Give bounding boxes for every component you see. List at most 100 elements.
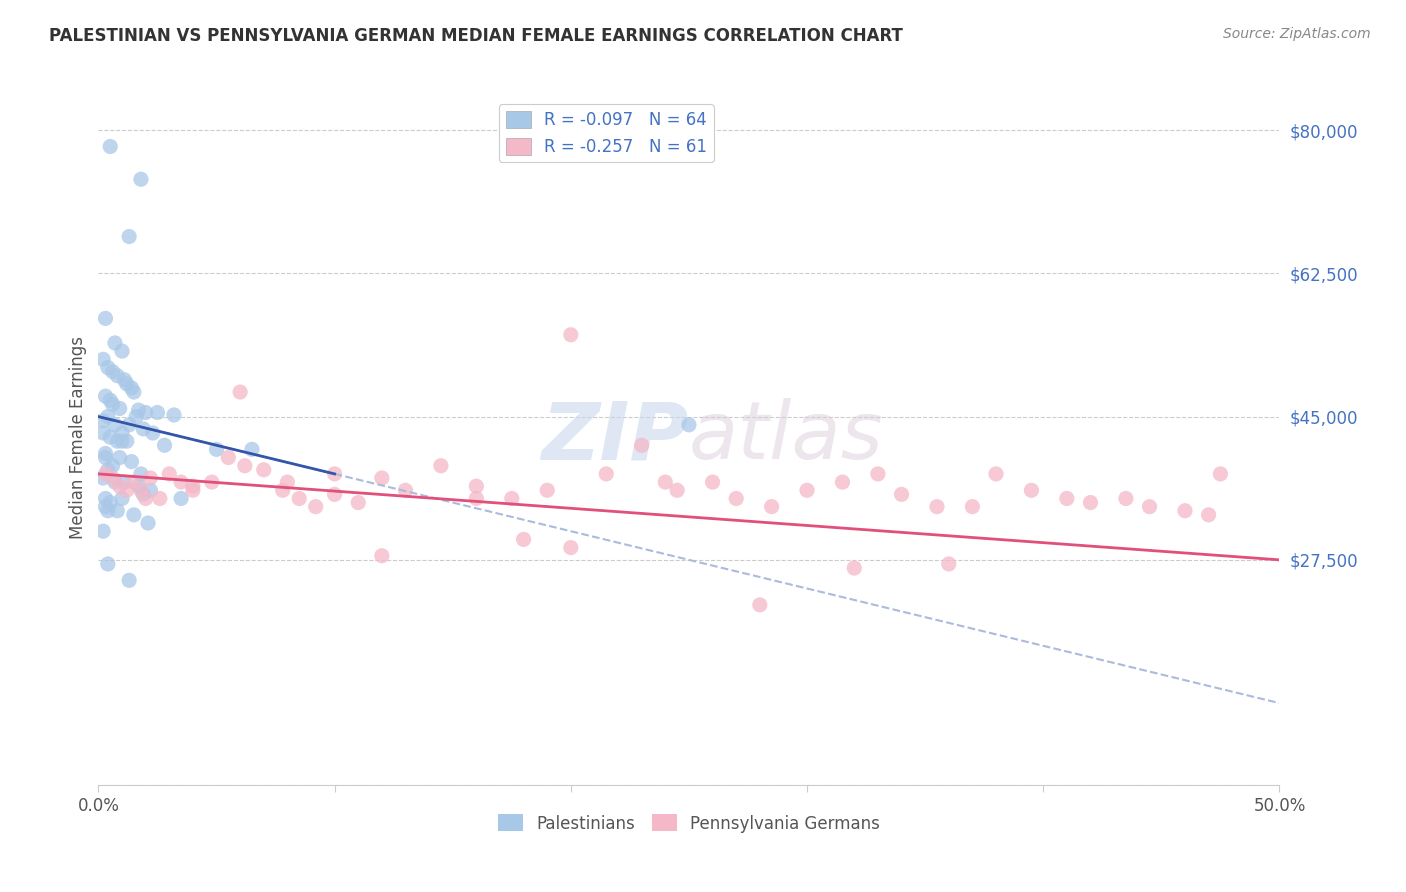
Point: [465, 479, 488, 493]
Point: [146, 405, 169, 419]
Point: [371, 471, 394, 485]
Point: [205, 442, 228, 457]
Point: [129, 483, 152, 498]
Point: [97, 360, 120, 375]
Point: [512, 533, 534, 547]
Point: [890, 487, 912, 501]
Point: [654, 475, 676, 489]
Point: [105, 368, 128, 383]
Point: [94, 311, 117, 326]
Point: [98, 495, 121, 509]
Point: [101, 458, 124, 473]
Point: [104, 335, 127, 350]
Point: [101, 471, 124, 485]
Point: [181, 483, 204, 498]
Point: [104, 417, 127, 432]
Point: [394, 483, 416, 498]
Point: [108, 479, 131, 493]
Point: [118, 229, 141, 244]
Text: ZIP: ZIP: [541, 398, 689, 476]
Point: [111, 344, 134, 359]
Point: [796, 483, 818, 498]
Point: [128, 403, 150, 417]
Point: [128, 479, 150, 493]
Point: [129, 467, 152, 481]
Point: [170, 491, 193, 506]
Point: [1080, 495, 1102, 509]
Point: [111, 491, 134, 506]
Point: [112, 475, 135, 489]
Point: [105, 504, 128, 518]
Point: [94, 491, 117, 506]
Point: [253, 463, 276, 477]
Point: [91, 471, 114, 485]
Point: [136, 516, 159, 530]
Point: [139, 483, 162, 498]
Point: [962, 500, 984, 514]
Point: [118, 417, 141, 432]
Point: [91, 352, 114, 367]
Point: [501, 491, 523, 506]
Point: [115, 483, 138, 498]
Point: [121, 455, 143, 469]
Point: [132, 487, 155, 501]
Point: [233, 458, 256, 473]
Point: [135, 405, 157, 419]
Point: [831, 475, 853, 489]
Point: [984, 467, 1007, 481]
Point: [101, 397, 124, 411]
Point: [135, 491, 157, 506]
Point: [142, 425, 165, 440]
Point: [560, 541, 582, 555]
Point: [122, 475, 145, 489]
Point: [104, 475, 127, 489]
Point: [163, 408, 186, 422]
Point: [98, 393, 121, 408]
Point: [276, 475, 298, 489]
Point: [1056, 491, 1078, 506]
Point: [118, 574, 141, 588]
Text: Source: ZipAtlas.com: Source: ZipAtlas.com: [1223, 27, 1371, 41]
Point: [271, 483, 294, 498]
Point: [347, 495, 370, 509]
Point: [536, 483, 558, 498]
Point: [323, 467, 346, 481]
Point: [925, 500, 948, 514]
Point: [866, 467, 889, 481]
Point: [217, 450, 239, 465]
Point: [111, 425, 134, 440]
Point: [101, 365, 124, 379]
Point: [97, 557, 120, 571]
Point: [94, 446, 117, 460]
Point: [149, 491, 172, 506]
Point: [125, 409, 148, 424]
Point: [702, 475, 724, 489]
Point: [323, 487, 346, 501]
Point: [139, 471, 162, 485]
Legend: Palestinians, Pennsylvania Germans: Palestinians, Pennsylvania Germans: [491, 808, 887, 839]
Point: [666, 483, 689, 498]
Point: [1115, 491, 1137, 506]
Point: [1174, 504, 1197, 518]
Point: [288, 491, 311, 506]
Point: [678, 417, 700, 432]
Point: [111, 434, 134, 449]
Point: [170, 475, 193, 489]
Point: [305, 500, 328, 514]
Point: [938, 557, 960, 571]
Point: [97, 463, 120, 477]
Point: [132, 422, 155, 436]
Point: [108, 450, 131, 465]
Point: [844, 561, 866, 575]
Point: [108, 401, 131, 416]
Point: [201, 475, 224, 489]
Point: [430, 458, 453, 473]
Point: [748, 598, 770, 612]
Point: [595, 467, 617, 481]
Point: [94, 500, 117, 514]
Point: [91, 524, 114, 539]
Point: [105, 434, 128, 449]
Point: [761, 500, 783, 514]
Text: atlas: atlas: [689, 398, 884, 476]
Point: [1209, 467, 1232, 481]
